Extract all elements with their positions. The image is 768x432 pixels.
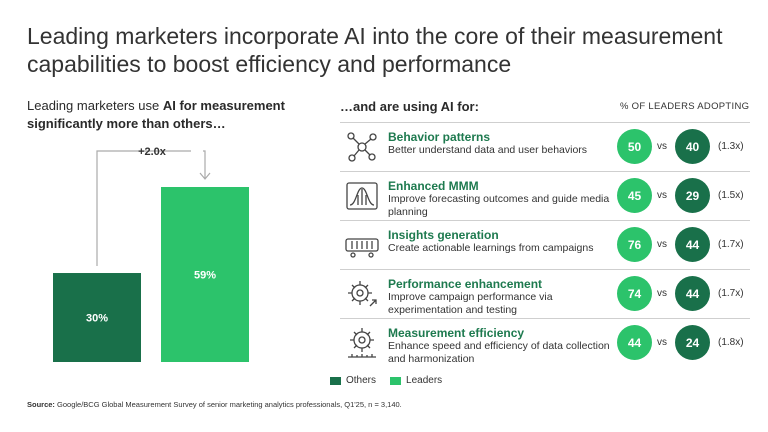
others-value: 40 xyxy=(675,129,710,164)
ratio-label: (1.7x) xyxy=(718,288,744,299)
list-item: Behavior patterns Better understand data … xyxy=(340,122,750,171)
performance-gear-icon xyxy=(344,276,380,312)
leaders-value: 76 xyxy=(617,227,652,262)
row-title: Behavior patterns xyxy=(388,130,491,144)
bar-others xyxy=(53,273,141,362)
list-item: Measurement efficiency Enhance speed and … xyxy=(340,318,750,367)
list-item: Performance enhancement Improve campaign … xyxy=(340,269,750,318)
others-value: 29 xyxy=(675,178,710,213)
row-title: Performance enhancement xyxy=(388,277,543,291)
legend-others-swatch xyxy=(330,376,341,385)
multiplier-label: +2.0x xyxy=(138,146,167,158)
measurement-gear-icon xyxy=(344,325,380,361)
row-divider xyxy=(340,122,750,123)
legend-leaders-swatch xyxy=(390,376,402,385)
vs-label: vs xyxy=(657,337,667,348)
row-description: Better understand data and user behavior… xyxy=(388,144,588,156)
campaign-bars-icon xyxy=(344,227,380,263)
list-item: Insights generation Create actionable lea… xyxy=(340,220,750,269)
left-heading-bold: AI for measurement significantly more th… xyxy=(27,98,285,131)
row-title: Measurement efficiency xyxy=(388,326,525,340)
row-divider xyxy=(340,171,750,172)
row-divider xyxy=(340,220,750,221)
legend: Others Leaders xyxy=(330,375,456,386)
bar-chart: 30% 59% +2.0x xyxy=(53,146,249,362)
row-description: Improve campaign performance via experim… xyxy=(388,291,553,316)
legend-others-label: Others xyxy=(346,375,377,386)
others-value: 24 xyxy=(675,325,710,360)
row-description: Improve forecasting outcomes and guide m… xyxy=(388,193,610,218)
network-nodes-icon xyxy=(344,129,380,165)
ratio-label: (1.8x) xyxy=(718,337,744,348)
list-item: Enhanced MMM Improve forecasting outcomes… xyxy=(340,171,750,220)
leaders-value: 74 xyxy=(617,276,652,311)
leaders-value: 50 xyxy=(617,129,652,164)
row-description: Create actionable learnings from campaig… xyxy=(388,242,594,254)
others-value: 44 xyxy=(675,227,710,262)
multiplier-connector xyxy=(96,150,206,267)
bell-curve-chart-icon xyxy=(344,178,380,214)
row-description: Enhance speed and efficiency of data col… xyxy=(388,340,610,365)
connector-arrowhead xyxy=(199,172,211,180)
vs-label: vs xyxy=(657,141,667,152)
ratio-label: (1.5x) xyxy=(718,190,744,201)
vs-label: vs xyxy=(657,190,667,201)
legend-leaders-label: Leaders xyxy=(406,375,443,386)
right-heading: …and are using AI for: xyxy=(340,99,479,114)
leaders-value: 45 xyxy=(617,178,652,213)
page-title: Leading marketers incorporate AI into th… xyxy=(27,23,723,77)
others-value: 44 xyxy=(675,276,710,311)
pct-heading: % OF LEADERS ADOPTING xyxy=(620,101,750,112)
left-heading-text: Leading marketers use xyxy=(27,98,163,113)
ratio-label: (1.3x) xyxy=(718,141,744,152)
row-title: Enhanced MMM xyxy=(388,179,479,193)
source-text: Google/BCG Global Measurement Survey of … xyxy=(54,400,402,409)
row-divider xyxy=(340,269,750,270)
source-note: Source: Google/BCG Global Measurement Su… xyxy=(27,400,402,409)
legend-leaders: Leaders xyxy=(390,375,442,386)
legend-others: Others xyxy=(330,375,376,386)
row-title: Insights generation xyxy=(388,228,499,242)
source-label: Source: xyxy=(27,400,55,409)
bar-value-label: 59% xyxy=(194,270,216,282)
bar-leaders xyxy=(161,187,249,362)
row-divider xyxy=(340,318,750,319)
vs-label: vs xyxy=(657,239,667,250)
ratio-label: (1.7x) xyxy=(718,239,744,250)
leaders-value: 44 xyxy=(617,325,652,360)
left-heading: Leading marketers use AI for measurement… xyxy=(27,97,297,133)
vs-label: vs xyxy=(657,288,667,299)
bar-value-label: 30% xyxy=(86,313,108,325)
